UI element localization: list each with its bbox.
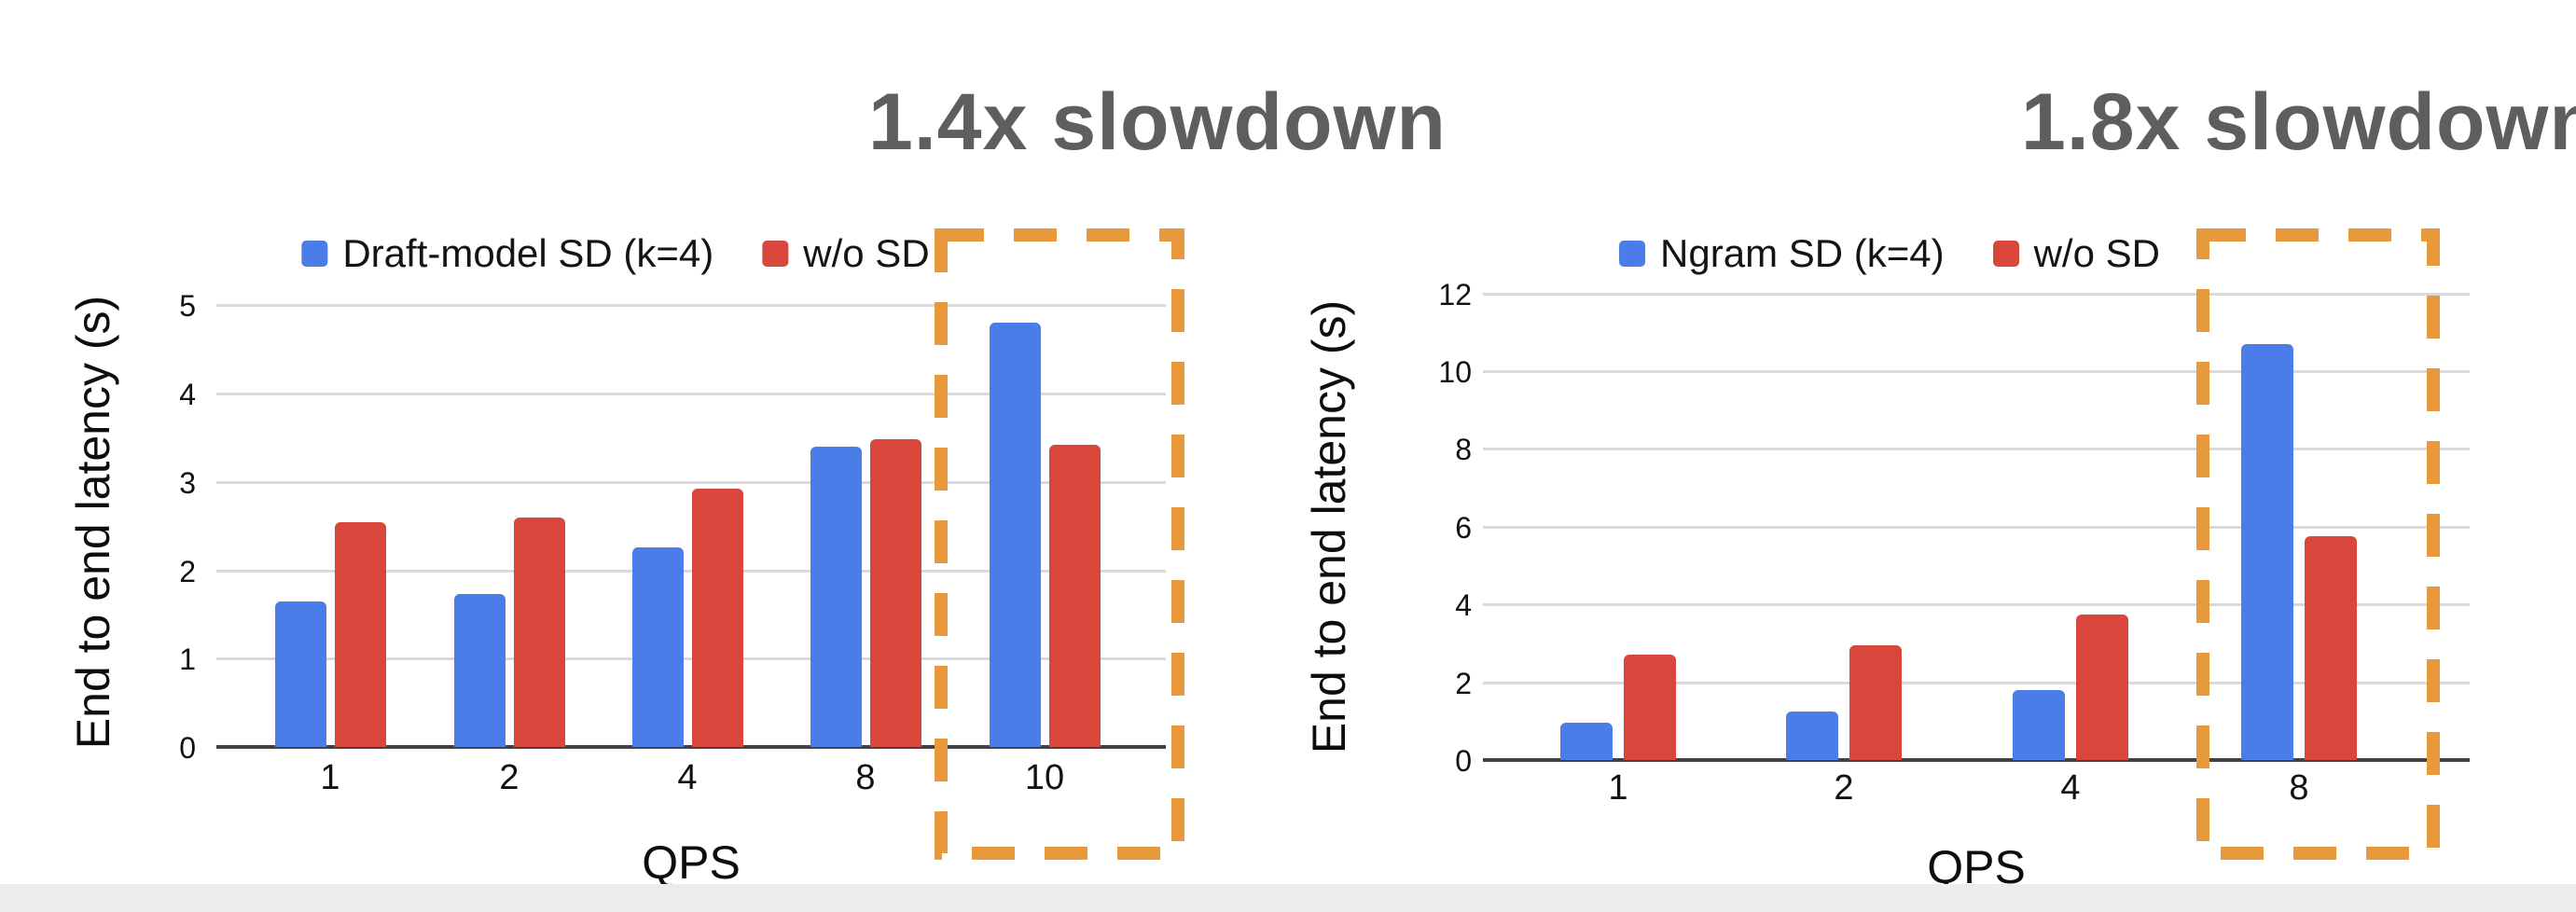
bar-sd [810, 447, 862, 747]
x-tick-label: 10 [1024, 758, 1065, 797]
x-axis-baseline [1483, 758, 2470, 762]
bar-sd [632, 547, 684, 747]
y-axis-title: End to end latency (s) [1303, 299, 1355, 754]
x-tick-label: 4 [677, 758, 698, 797]
x-tick-label: 2 [499, 758, 519, 797]
legend: Ngram SD (k=4) w/o SD [1619, 234, 2160, 273]
legend-label: w/o SD [803, 231, 930, 275]
y-tick-label: 3 [179, 465, 196, 500]
bar-wo-sd [514, 518, 565, 747]
bar-wo-sd [1049, 445, 1101, 747]
legend-swatch [762, 241, 789, 267]
y-tick-label: 8 [1455, 433, 1472, 467]
y-tick-label: 0 [179, 731, 196, 765]
bar-sd [275, 601, 326, 747]
y-tick-label: 6 [1455, 510, 1472, 545]
bar-wo-sd [2076, 615, 2128, 760]
bar-wo-sd [692, 489, 743, 747]
y-axis-title: End to end latency (s) [67, 295, 119, 750]
x-tick-label: 2 [1834, 768, 1854, 808]
slide-edge-strip [0, 884, 2576, 912]
gridline [216, 304, 1166, 308]
bar-wo-sd [335, 522, 386, 747]
legend: Draft-model SD (k=4) w/o SD [301, 231, 930, 275]
gridline [216, 480, 1166, 484]
right-slowdown-annotation: 1.8x slowdown [2021, 77, 2576, 167]
y-tick-label: 5 [179, 289, 196, 324]
bar-wo-sd [1624, 655, 1676, 760]
left-slowdown-annotation: 1.4x slowdown [868, 77, 1447, 167]
y-tick-label: 10 [1438, 355, 1472, 389]
bar-sd [1786, 712, 1838, 760]
legend-swatch [1619, 241, 1646, 267]
gridline [1483, 448, 2470, 451]
x-tick-label: 8 [855, 758, 876, 797]
x-tick-label: 1 [320, 758, 340, 797]
x-tick-label: 1 [1608, 768, 1628, 808]
y-tick-label: 1 [179, 643, 196, 677]
y-tick-label: 2 [1455, 666, 1472, 700]
gridline [216, 657, 1166, 661]
legend-label: w/o SD [2033, 231, 2160, 275]
y-tick-label: 12 [1438, 277, 1472, 311]
bar-sd [2241, 344, 2293, 760]
bar-wo-sd [2305, 536, 2357, 760]
gridline [216, 569, 1166, 573]
legend-item: w/o SD [762, 231, 930, 275]
y-tick-label: 2 [179, 554, 196, 588]
gridline [216, 393, 1166, 395]
gridline [1483, 681, 2470, 684]
legend-item: w/o SD [1992, 231, 2160, 275]
legend-label: Ngram SD (k=4) [1660, 231, 1945, 275]
gridline [1483, 525, 2470, 529]
bar-wo-sd [1849, 645, 1902, 760]
y-tick-label: 4 [179, 378, 196, 411]
x-tick-label: 8 [2289, 768, 2309, 808]
legend-item: Ngram SD (k=4) [1619, 234, 1945, 273]
highlight-dashed-box [935, 228, 1184, 860]
x-axis-baseline [216, 745, 1166, 749]
legend-item: Draft-model SD (k=4) [301, 234, 713, 273]
legend-swatch [301, 241, 328, 267]
x-tick-label: 4 [2060, 768, 2081, 808]
y-tick-label: 4 [1455, 588, 1472, 623]
bar-sd [1560, 723, 1613, 760]
highlight-dashed-box [2196, 228, 2440, 860]
y-tick-label: 0 [1455, 744, 1472, 778]
x-axis-title: QPS [1927, 841, 2026, 893]
legend-swatch [1992, 241, 2019, 267]
bar-wo-sd [870, 439, 921, 747]
bar-sd [454, 594, 506, 747]
gridline [1483, 292, 2470, 296]
bar-sd [990, 323, 1041, 747]
gridline [1483, 370, 2470, 373]
legend-label: Draft-model SD (k=4) [342, 231, 714, 275]
bar-sd [2013, 690, 2065, 760]
x-axis-title: QPS [642, 836, 741, 889]
gridline [1483, 603, 2470, 607]
